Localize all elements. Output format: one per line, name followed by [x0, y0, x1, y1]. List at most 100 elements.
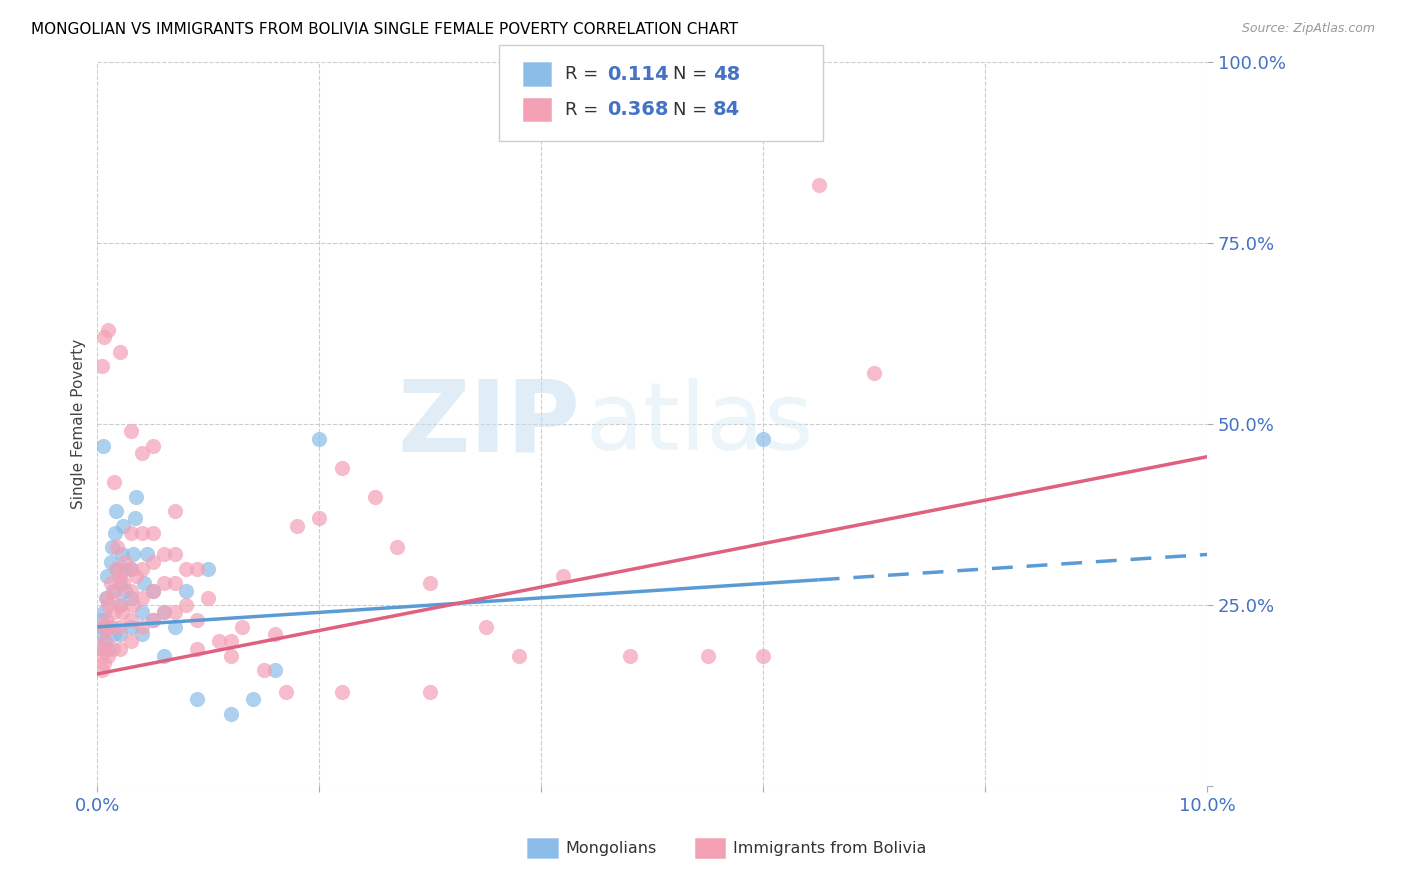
Point	[385, 540, 408, 554]
Point	[120, 425, 142, 439]
Point	[142, 525, 165, 540]
Point	[419, 685, 441, 699]
Point	[153, 606, 176, 620]
Point	[142, 583, 165, 598]
Point	[96, 591, 118, 605]
Point	[120, 562, 142, 576]
Point	[120, 634, 142, 648]
Point	[120, 613, 142, 627]
Point	[219, 634, 242, 648]
Point	[219, 648, 242, 663]
Point	[419, 576, 441, 591]
Text: R =: R =	[565, 101, 605, 119]
Point	[508, 648, 530, 663]
Point	[101, 641, 124, 656]
Point	[114, 555, 136, 569]
Point	[208, 634, 231, 648]
Point	[94, 634, 117, 648]
Point	[142, 439, 165, 453]
Point	[111, 548, 134, 562]
Point	[142, 583, 165, 598]
Point	[103, 627, 125, 641]
Point	[120, 525, 142, 540]
Text: ZIP: ZIP	[398, 376, 581, 473]
Text: Mongolians: Mongolians	[565, 841, 657, 855]
Point	[285, 518, 308, 533]
Point	[242, 692, 264, 706]
Point	[97, 648, 120, 663]
Point	[103, 606, 125, 620]
Point	[101, 583, 124, 598]
Point	[97, 620, 120, 634]
Text: R =: R =	[565, 65, 605, 83]
Point	[108, 569, 131, 583]
Point	[364, 490, 387, 504]
Point	[91, 439, 114, 453]
Point	[108, 598, 131, 612]
Point	[97, 598, 120, 612]
Point	[96, 613, 118, 627]
Point	[131, 525, 153, 540]
Point	[136, 548, 159, 562]
Point	[93, 330, 115, 344]
Point	[100, 555, 122, 569]
Point	[163, 576, 186, 591]
Point	[153, 648, 176, 663]
Point	[124, 511, 146, 525]
Point	[308, 511, 330, 525]
Point	[108, 620, 131, 634]
Point	[475, 620, 498, 634]
Point	[90, 359, 112, 374]
Point	[186, 562, 208, 576]
Point	[105, 504, 128, 518]
Point	[186, 692, 208, 706]
Point	[153, 548, 176, 562]
Point	[100, 576, 122, 591]
Point	[696, 648, 718, 663]
Point	[807, 178, 830, 193]
Point	[131, 620, 153, 634]
Point	[120, 562, 142, 576]
Point	[153, 606, 176, 620]
Point	[108, 627, 131, 641]
Point	[96, 591, 118, 605]
Point	[274, 685, 297, 699]
Point	[101, 620, 124, 634]
Point	[105, 562, 128, 576]
Point	[104, 525, 127, 540]
Point	[125, 490, 148, 504]
Point	[330, 685, 353, 699]
Point	[142, 613, 165, 627]
Point	[97, 620, 120, 634]
Point	[186, 613, 208, 627]
Point	[120, 591, 142, 605]
Text: N =: N =	[673, 101, 713, 119]
Point	[90, 613, 112, 627]
Text: atlas: atlas	[586, 378, 814, 470]
Point	[174, 598, 197, 612]
Point	[174, 583, 197, 598]
Point	[90, 627, 112, 641]
Point	[105, 540, 128, 554]
Point	[120, 620, 142, 634]
Text: N =: N =	[673, 65, 713, 83]
Point	[91, 620, 114, 634]
Point	[104, 583, 127, 598]
Point	[163, 548, 186, 562]
Point	[108, 344, 131, 359]
Point	[163, 620, 186, 634]
Point	[97, 641, 120, 656]
Point	[90, 663, 112, 677]
Point	[330, 460, 353, 475]
Point	[114, 583, 136, 598]
Point	[91, 641, 114, 656]
Point	[186, 641, 208, 656]
Text: Source: ZipAtlas.com: Source: ZipAtlas.com	[1241, 22, 1375, 36]
Point	[111, 606, 134, 620]
Point	[752, 432, 775, 446]
Text: 84: 84	[713, 100, 740, 120]
Point	[93, 606, 115, 620]
Text: MONGOLIAN VS IMMIGRANTS FROM BOLIVIA SINGLE FEMALE POVERTY CORRELATION CHART: MONGOLIAN VS IMMIGRANTS FROM BOLIVIA SIN…	[31, 22, 738, 37]
Point	[121, 598, 143, 612]
Point	[863, 367, 886, 381]
